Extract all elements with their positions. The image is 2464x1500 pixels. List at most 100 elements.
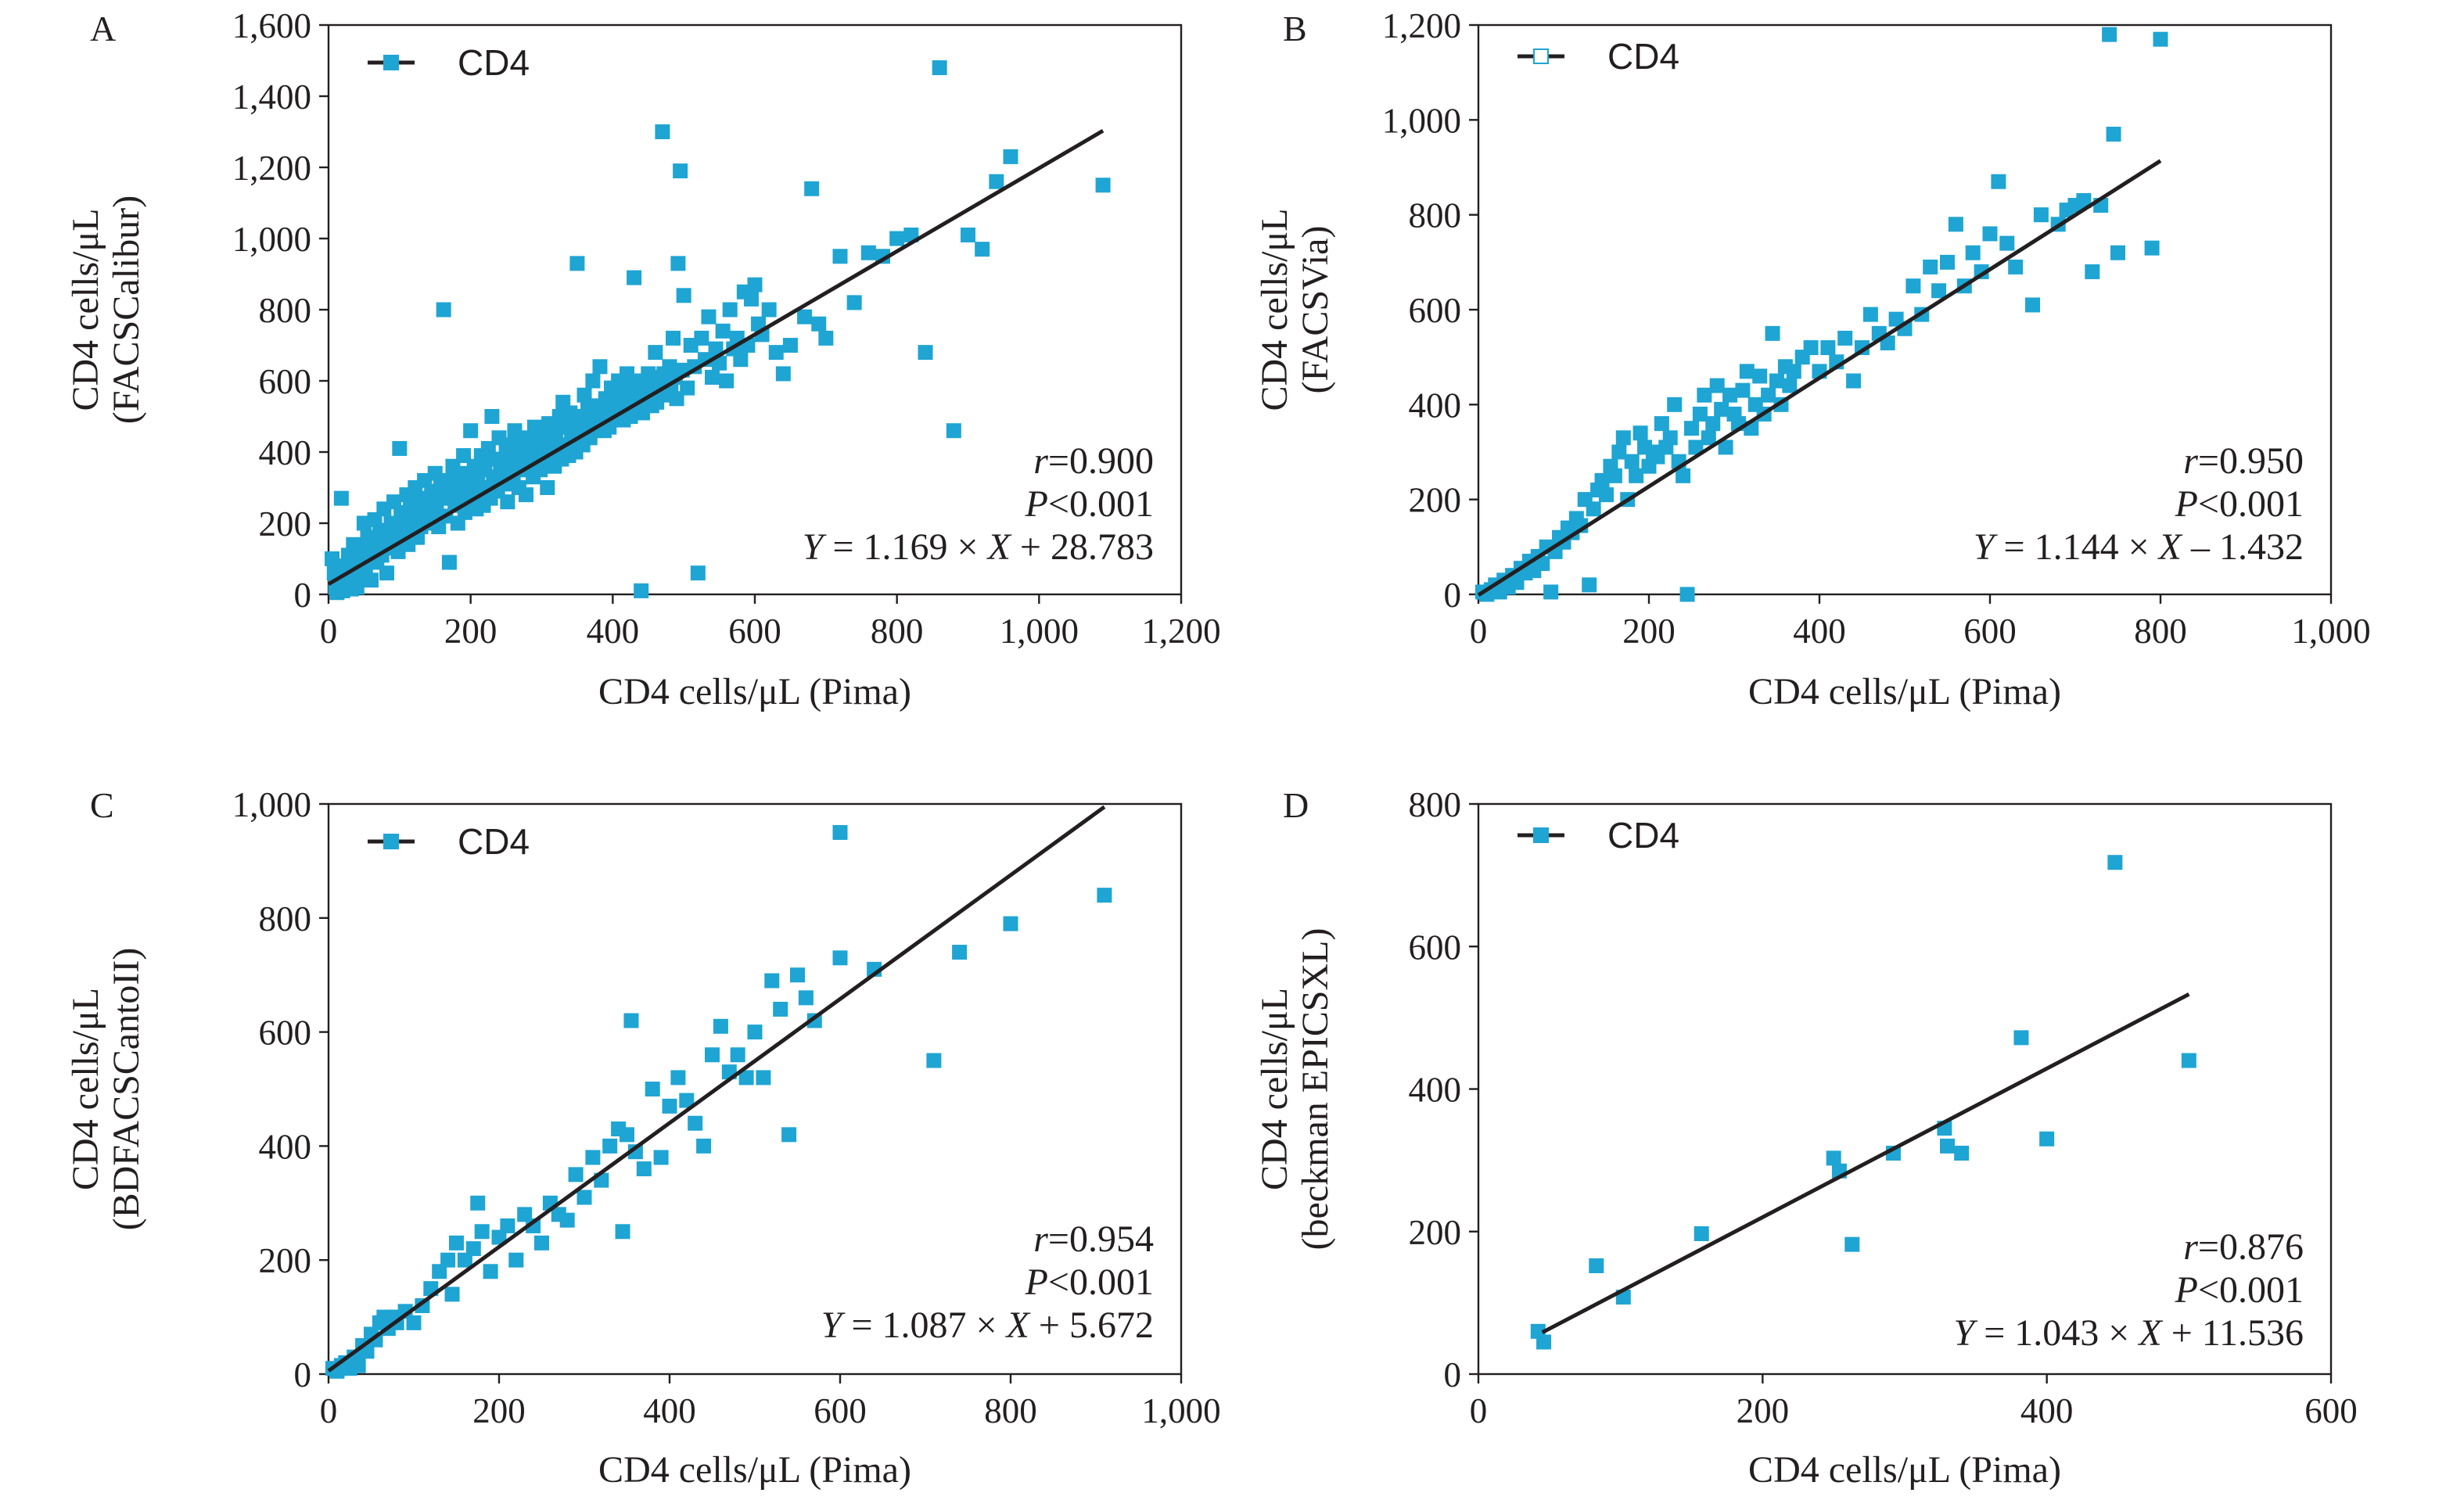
data-point — [568, 1167, 584, 1182]
data-point — [680, 380, 695, 396]
data-point — [627, 1144, 643, 1160]
data-point — [1999, 235, 2015, 251]
data-point — [484, 409, 500, 424]
data-point — [1982, 226, 1998, 242]
data-point — [392, 440, 408, 456]
legend-label: CD4 — [1607, 36, 1679, 77]
data-point — [1765, 325, 1780, 341]
eq-mid: = 1.144 × — [1995, 526, 2159, 568]
data-point — [832, 950, 848, 966]
data-point — [1684, 421, 1699, 436]
data-point — [449, 1235, 464, 1251]
data-point — [2076, 192, 2092, 208]
eq-y: Y — [821, 1304, 846, 1346]
r-symbol: r — [2183, 1226, 2198, 1268]
data-point — [491, 1229, 507, 1245]
data-point — [738, 1070, 754, 1086]
r-value: r=0.950 — [2183, 440, 2304, 482]
x-axis-title: CD4 cells/μL (Pima) — [598, 1449, 911, 1491]
data-point — [615, 1224, 630, 1240]
x-tick-label: 400 — [2020, 1391, 2074, 1430]
data-point — [1846, 373, 1862, 389]
r-value: r=0.876 — [2183, 1226, 2304, 1268]
data-point — [1803, 340, 1819, 356]
data-point — [1594, 472, 1610, 488]
regression-equation: Y = 1.043 × X + 11.536 — [1954, 1312, 2304, 1354]
r-number: =0.950 — [2198, 440, 2304, 482]
eq-tail: + 28.783 — [1011, 526, 1154, 568]
data-point — [781, 1127, 797, 1143]
data-point — [775, 366, 791, 382]
data-point — [634, 583, 649, 598]
y-tick-label: 1,000 — [232, 220, 311, 259]
data-point — [592, 359, 608, 375]
data-point — [1709, 378, 1725, 393]
y-tick-label: 800 — [1409, 785, 1462, 824]
data-point — [427, 465, 443, 481]
data-point — [457, 504, 472, 520]
data-point — [653, 1150, 669, 1165]
data-point — [662, 1098, 677, 1114]
y-axis-title-line: CD4 cells/μL — [1254, 988, 1295, 1190]
data-point — [2107, 855, 2123, 870]
data-point — [782, 338, 798, 353]
y-tick-label: 400 — [259, 433, 312, 472]
data-point — [688, 1115, 703, 1131]
legend-label: CD4 — [458, 42, 530, 83]
x-tick-label: 800 — [871, 612, 924, 651]
p-value: P<0.001 — [1025, 1261, 1154, 1303]
p-number: <0.001 — [2198, 1269, 2304, 1311]
x-tick-label: 0 — [320, 612, 338, 651]
data-point — [1826, 1150, 1841, 1166]
y-tick-label: 1,400 — [232, 77, 311, 117]
data-point — [1820, 340, 1836, 356]
data-point — [860, 245, 876, 260]
data-point — [2110, 245, 2125, 260]
y-axis-title: CD4 cells/μL(FACSCalibur) — [65, 196, 147, 424]
legend: CD4 — [368, 42, 530, 83]
y-tick-label: 200 — [1409, 481, 1462, 520]
x-tick-label: 200 — [1622, 612, 1676, 651]
data-point — [569, 256, 585, 271]
x-tick-label: 1,000 — [2291, 612, 2370, 651]
y-tick-label: 400 — [259, 1127, 312, 1166]
data-point — [1714, 401, 1729, 417]
data-point — [696, 1138, 712, 1154]
y-axis-title: CD4 cells/μL(FACSVia) — [1254, 208, 1336, 411]
x-tick-label: 400 — [587, 612, 640, 651]
data-point — [1589, 1258, 1604, 1273]
regression-line — [1541, 992, 2190, 1334]
data-point — [1097, 888, 1112, 903]
data-point — [623, 1013, 639, 1028]
y-axis-title: CD4 cells/μL(BDFACSCantoII) — [65, 948, 147, 1231]
x-tick-label: 1,000 — [1000, 612, 1079, 651]
data-point — [1837, 330, 1853, 346]
p-symbol: P — [1025, 483, 1048, 525]
data-point — [676, 288, 691, 303]
data-point — [457, 1252, 472, 1268]
data-point — [1954, 1146, 1970, 1161]
data-point — [708, 341, 724, 357]
data-point — [1940, 1138, 1955, 1154]
data-point — [932, 60, 947, 76]
data-point — [832, 824, 848, 840]
data-point — [673, 163, 688, 179]
legend-label: CD4 — [1607, 815, 1679, 856]
eq-x: X — [2157, 526, 2183, 568]
data-point — [1718, 440, 1733, 455]
panel-letter: C — [90, 785, 114, 825]
data-point — [2153, 31, 2168, 47]
data-point — [1692, 406, 1708, 422]
data-point — [1615, 430, 1631, 446]
data-point — [2102, 27, 2117, 42]
eq-y: Y — [1974, 526, 1998, 568]
data-point — [2144, 240, 2160, 256]
data-point — [918, 345, 933, 361]
data-point — [508, 1252, 524, 1268]
data-point — [585, 373, 601, 389]
y-tick-label: 0 — [1444, 1355, 1462, 1394]
data-point — [2013, 1030, 2029, 1046]
data-point — [743, 291, 759, 307]
x-tick-label: 200 — [1737, 1391, 1790, 1430]
regression-equation: Y = 1.144 × X – 1.432 — [1974, 526, 2304, 568]
